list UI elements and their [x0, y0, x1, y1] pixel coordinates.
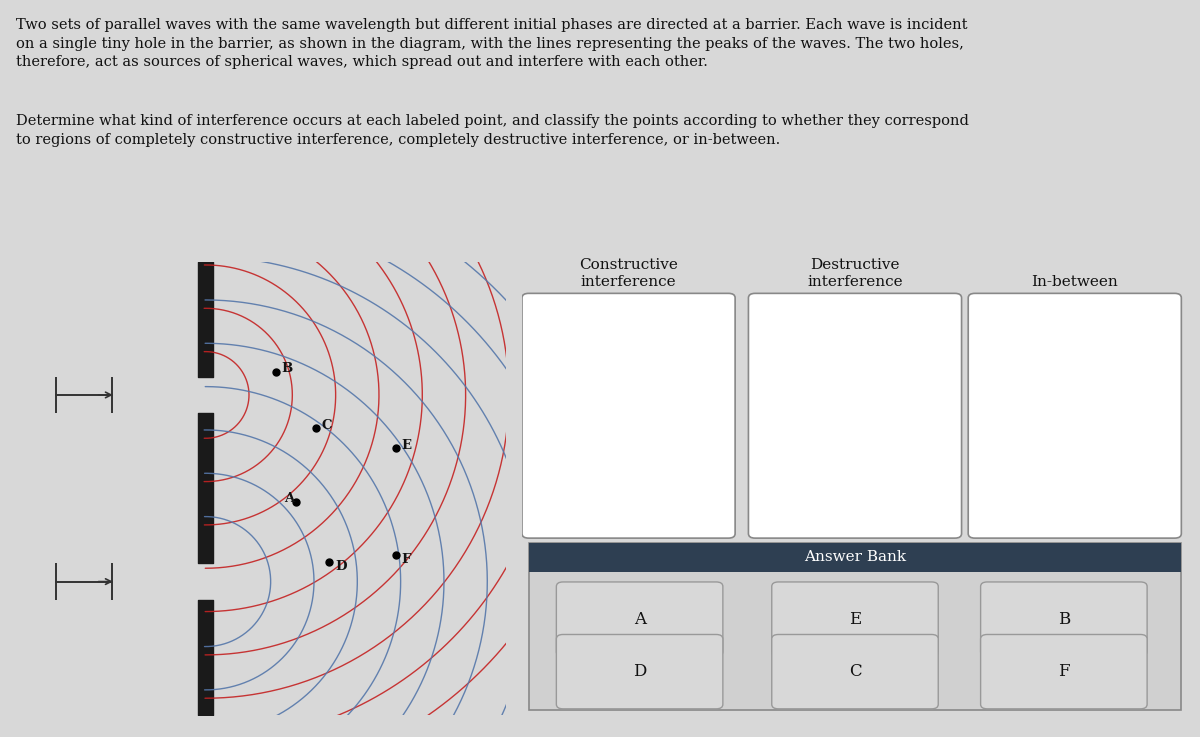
FancyBboxPatch shape — [968, 293, 1181, 538]
FancyBboxPatch shape — [557, 635, 722, 709]
Text: B: B — [282, 363, 293, 375]
FancyBboxPatch shape — [522, 293, 736, 538]
Text: In-between: In-between — [1032, 275, 1118, 289]
Text: F: F — [402, 553, 412, 567]
Text: D: D — [632, 663, 647, 680]
Bar — [529, 542, 1181, 710]
Text: E: E — [848, 611, 862, 628]
Text: Determine what kind of interference occurs at each labeled point, and classify t: Determine what kind of interference occu… — [16, 114, 968, 147]
Text: Constructive
interference: Constructive interference — [580, 257, 678, 289]
Text: A: A — [634, 611, 646, 628]
FancyBboxPatch shape — [980, 582, 1147, 656]
Text: E: E — [402, 439, 412, 452]
FancyBboxPatch shape — [980, 635, 1147, 709]
Text: A: A — [284, 492, 294, 506]
FancyBboxPatch shape — [772, 635, 938, 709]
Text: Destructive
interference: Destructive interference — [808, 257, 902, 289]
Text: Two sets of parallel waves with the same wavelength but different initial phases: Two sets of parallel waves with the same… — [16, 18, 967, 69]
Text: B: B — [1057, 611, 1070, 628]
FancyBboxPatch shape — [749, 293, 961, 538]
FancyBboxPatch shape — [772, 582, 938, 656]
Text: Answer Bank: Answer Bank — [804, 551, 906, 565]
Text: C: C — [322, 419, 332, 432]
Text: C: C — [848, 663, 862, 680]
Text: F: F — [1058, 663, 1069, 680]
Text: D: D — [335, 560, 347, 573]
FancyBboxPatch shape — [557, 582, 722, 656]
Bar — [529, 542, 1181, 572]
